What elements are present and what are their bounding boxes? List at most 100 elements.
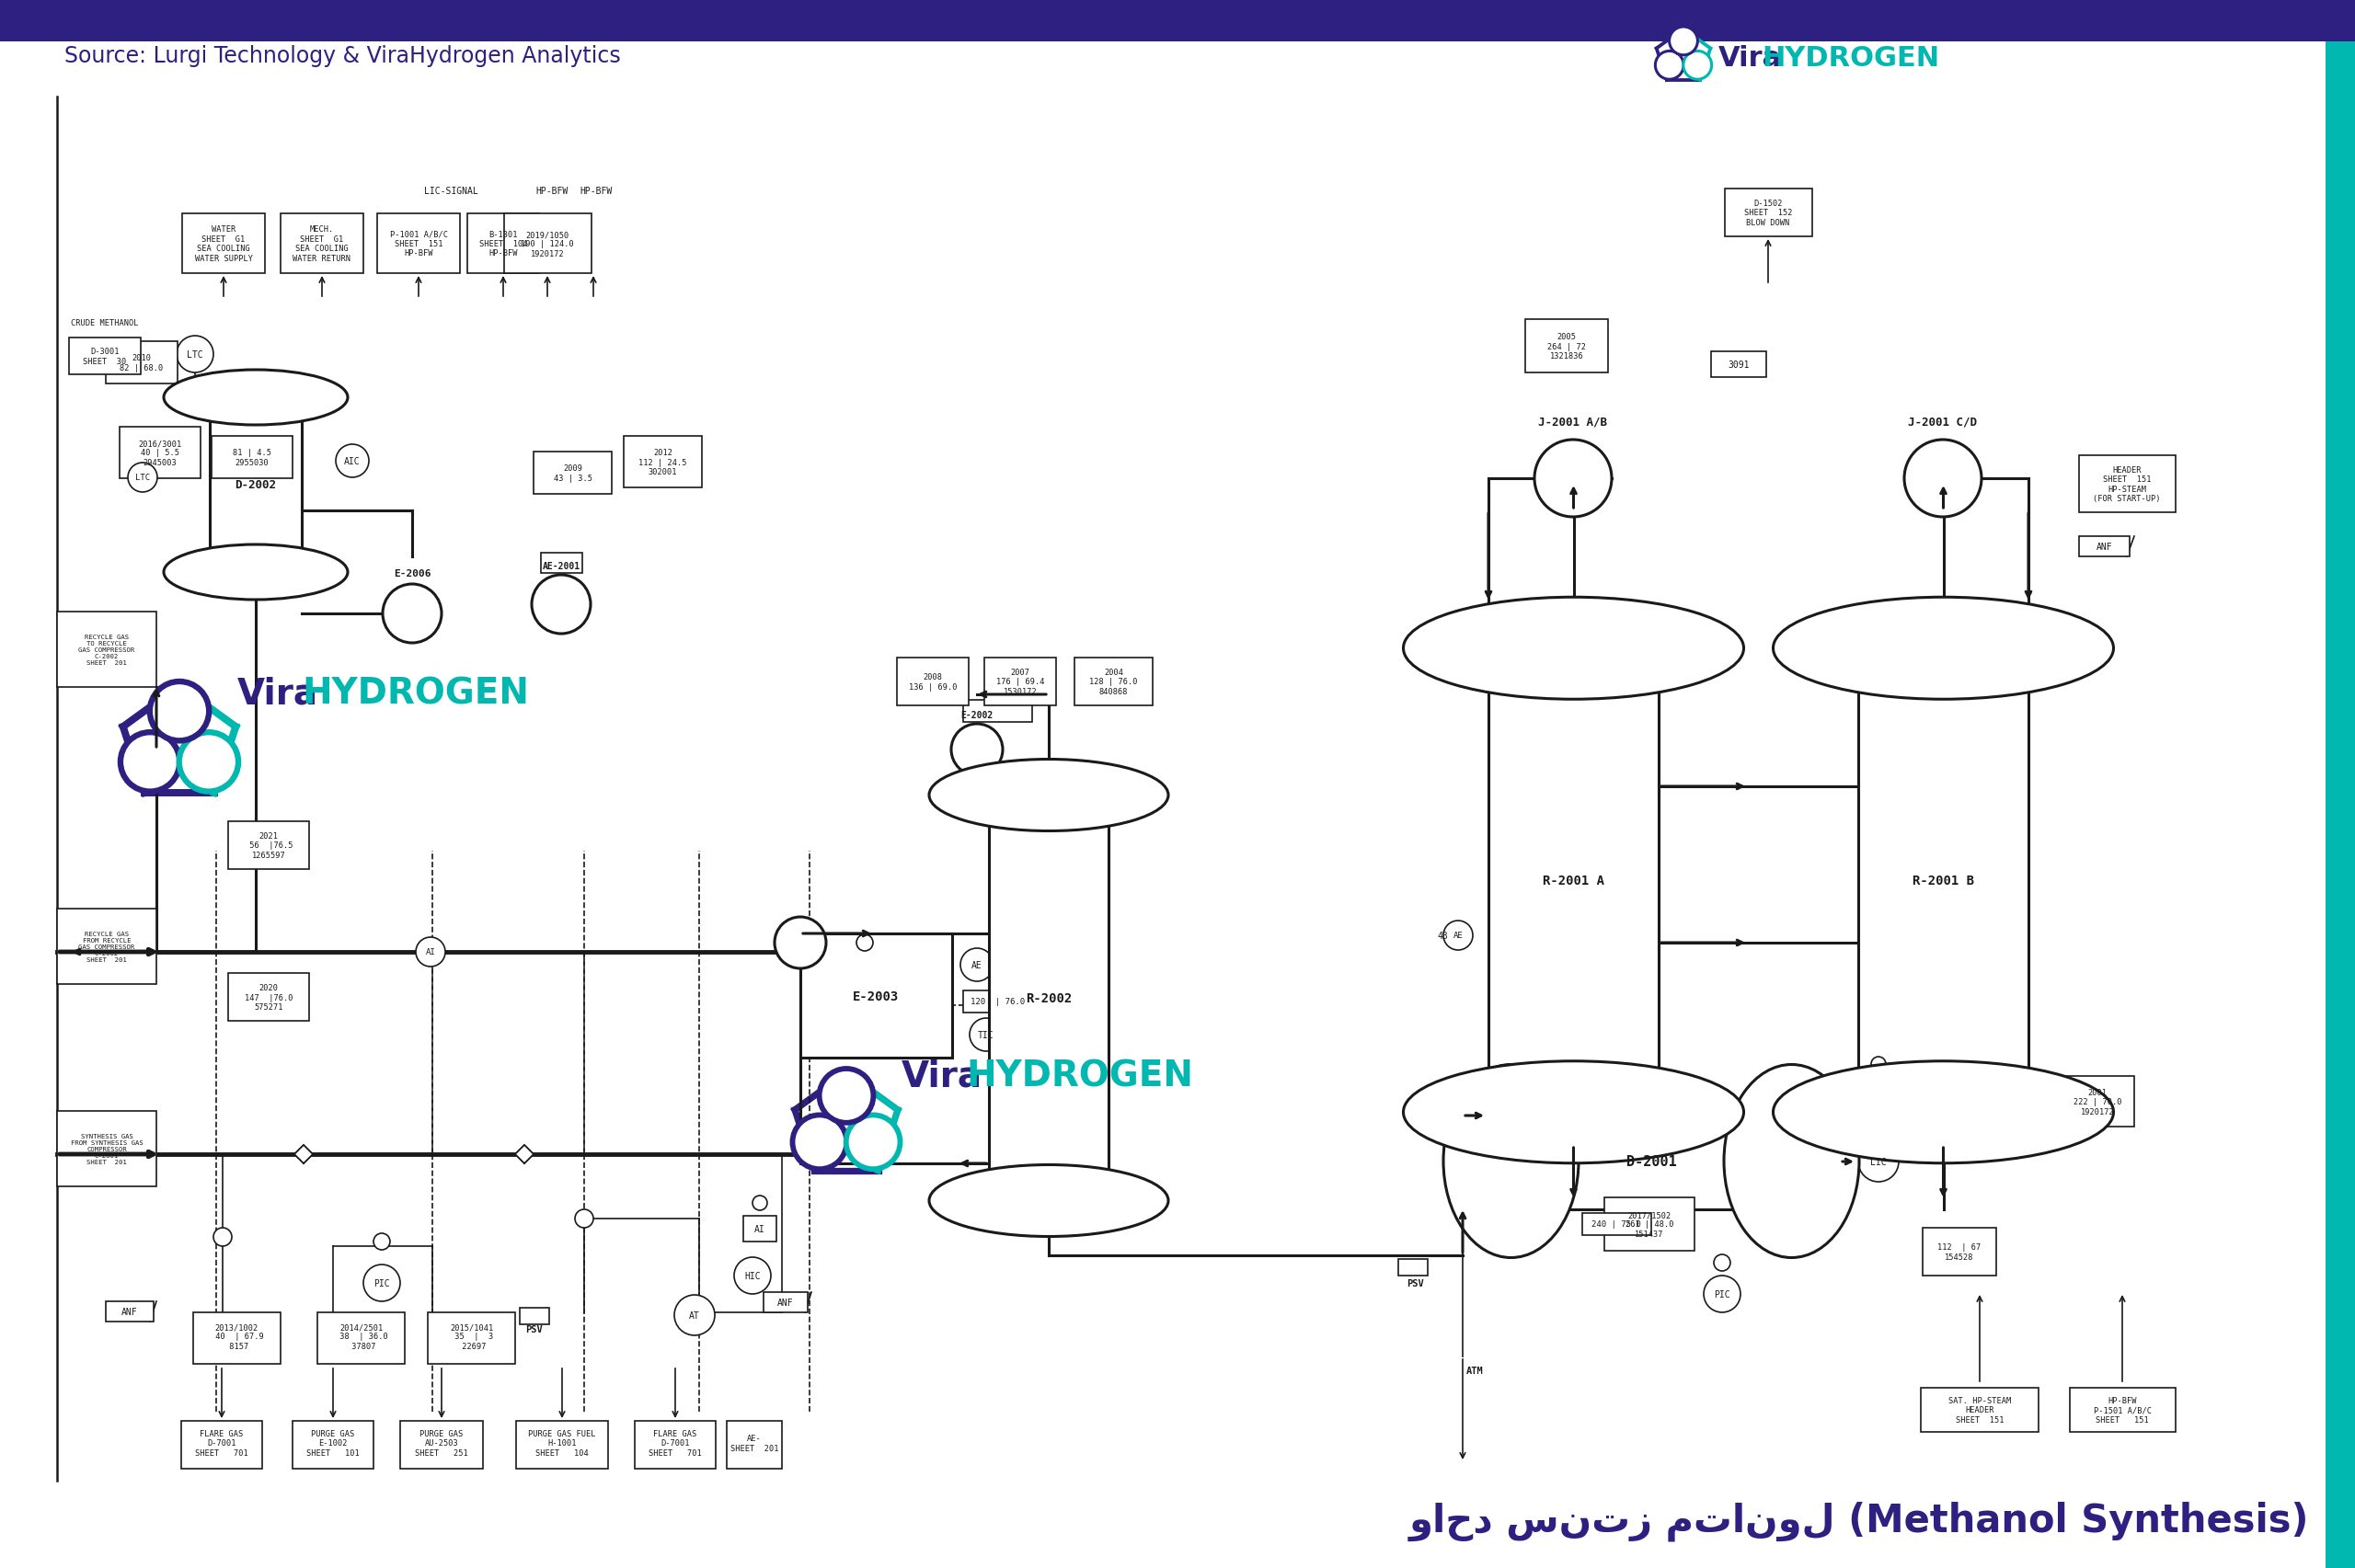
Text: J-2001 A/B: J-2001 A/B	[1538, 416, 1608, 428]
Text: AI: AI	[754, 1225, 765, 1234]
Bar	[400, 1421, 483, 1469]
Text: 3091: 3091	[1729, 361, 1750, 370]
Text: 81 | 4.5
2955030: 81 | 4.5 2955030	[233, 448, 271, 467]
Text: R-2001 A: R-2001 A	[1543, 873, 1604, 887]
Text: SAT. HP-STEAM
HEADER
SHEET  151: SAT. HP-STEAM HEADER SHEET 151	[1948, 1396, 2011, 1424]
Text: 120  | 76.0: 120 | 76.0	[970, 997, 1024, 1007]
Text: 2013/1002
 40  | 67.9
 8157: 2013/1002 40 | 67.9 8157	[210, 1323, 264, 1350]
Ellipse shape	[337, 445, 370, 478]
Bar	[2079, 456, 2176, 513]
Bar	[280, 215, 363, 274]
Text: CRUDE METHANOL: CRUDE METHANOL	[71, 318, 139, 326]
Text: 2012
112 | 24.5
302001: 2012 112 | 24.5 302001	[638, 448, 688, 477]
Ellipse shape	[151, 682, 210, 742]
Ellipse shape	[417, 938, 445, 967]
Ellipse shape	[930, 759, 1168, 831]
Bar	[801, 935, 951, 1058]
Bar	[228, 822, 309, 870]
Bar	[1488, 649, 1658, 1112]
Bar	[1512, 1113, 1792, 1209]
Ellipse shape	[214, 1228, 231, 1247]
Text: HP-BFW: HP-BFW	[579, 187, 612, 196]
Bar	[57, 909, 155, 985]
Text: 2007
176 | 69.4
1530172: 2007 176 | 69.4 1530172	[996, 668, 1043, 696]
Bar	[2327, 0, 2355, 1568]
Text: 2008
136 | 69.0: 2008 136 | 69.0	[909, 673, 956, 691]
Text: PIC: PIC	[374, 1278, 391, 1287]
Text: ANF: ANF	[122, 1308, 139, 1316]
Ellipse shape	[754, 1196, 768, 1210]
Bar	[292, 1421, 374, 1469]
Text: D-3001
SHEET  30: D-3001 SHEET 30	[82, 348, 127, 365]
Text: Vira: Vira	[902, 1058, 982, 1094]
Text: HYDROGEN: HYDROGEN	[966, 1058, 1194, 1094]
Ellipse shape	[363, 1265, 400, 1301]
Text: E-2003: E-2003	[853, 989, 900, 1002]
Bar	[504, 215, 591, 274]
Text: ANF: ANF	[777, 1298, 794, 1308]
Text: FLARE GAS
D-7001
SHEET   701: FLARE GAS D-7001 SHEET 701	[648, 1430, 702, 1457]
Ellipse shape	[382, 585, 443, 643]
Bar	[1399, 1259, 1427, 1276]
Text: MECH.
SHEET  G1
SEA COOLING
WATER RETURN: MECH. SHEET G1 SEA COOLING WATER RETURN	[292, 226, 351, 262]
Bar	[120, 428, 200, 478]
Text: 2010
82 | 68.0: 2010 82 | 68.0	[120, 354, 162, 372]
Ellipse shape	[1703, 1276, 1740, 1312]
Text: 2004
128 | 76.0
840868: 2004 128 | 76.0 840868	[1090, 668, 1137, 696]
Ellipse shape	[127, 463, 158, 492]
Text: 2009
43 | 3.5: 2009 43 | 3.5	[553, 464, 591, 483]
Bar	[1604, 1198, 1696, 1251]
Ellipse shape	[951, 724, 1003, 776]
Bar	[728, 1421, 782, 1469]
Bar	[1724, 190, 1813, 237]
Text: AE: AE	[1453, 931, 1462, 939]
Text: Vira: Vira	[1719, 44, 1783, 71]
Text: HYDROGEN: HYDROGEN	[301, 676, 530, 710]
Bar	[542, 554, 582, 574]
Ellipse shape	[1535, 441, 1611, 517]
Ellipse shape	[1858, 1142, 1898, 1182]
Text: AIC: AIC	[344, 456, 360, 466]
Text: 112  | 67
154528: 112 | 67 154528	[1938, 1243, 1981, 1261]
Bar	[1922, 1388, 2039, 1432]
Text: ATM: ATM	[1467, 1366, 1484, 1375]
Text: SYNTHESIS GAS
FROM SYNTHESIS GAS
COMPRESSOR
C-2001
SHEET  201: SYNTHESIS GAS FROM SYNTHESIS GAS COMPRES…	[71, 1134, 144, 1165]
Text: ANF: ANF	[2096, 543, 2112, 552]
Text: P-1001 A/B/C
SHEET  151
HP-BFW: P-1001 A/B/C SHEET 151 HP-BFW	[389, 230, 447, 257]
Bar	[2070, 1388, 2176, 1432]
Text: J-2001 C/D: J-2001 C/D	[1908, 416, 1978, 428]
Ellipse shape	[857, 935, 874, 952]
Text: D-1502
SHEET  152
BLOW DOWN: D-1502 SHEET 152 BLOW DOWN	[1745, 199, 1792, 227]
Text: PIC: PIC	[1714, 1289, 1731, 1298]
Text: RECYCLE GAS
FROM RECYCLE
GAS COMPRESSOR
C-2002
SHEET  201: RECYCLE GAS FROM RECYCLE GAS COMPRESSOR …	[78, 931, 134, 963]
Bar	[984, 659, 1055, 706]
Ellipse shape	[1404, 597, 1743, 699]
Ellipse shape	[1724, 1065, 1858, 1258]
Bar	[377, 215, 459, 274]
Text: PSV: PSV	[525, 1325, 542, 1334]
Bar	[106, 342, 177, 384]
Text: E-2006: E-2006	[393, 569, 431, 579]
Ellipse shape	[845, 1115, 900, 1170]
Bar	[897, 659, 968, 706]
Text: 43: 43	[1437, 931, 1448, 941]
Bar	[2079, 536, 2129, 557]
Ellipse shape	[1872, 1057, 1886, 1071]
Text: PURGE GAS FUEL
H-1001
SHEET   104: PURGE GAS FUEL H-1001 SHEET 104	[528, 1430, 596, 1457]
Ellipse shape	[177, 337, 214, 373]
Text: 2019/1050
190 | 124.0
1920172: 2019/1050 190 | 124.0 1920172	[520, 230, 575, 259]
Bar	[181, 1421, 261, 1469]
Text: E-2002: E-2002	[961, 710, 994, 720]
Text: B-1301
SHEET  104
HP-BFW: B-1301 SHEET 104 HP-BFW	[478, 230, 528, 257]
Ellipse shape	[775, 917, 827, 969]
Text: 2014/2501
 38  | 36.0
 37807: 2014/2501 38 | 36.0 37807	[334, 1323, 389, 1350]
Text: AE-
SHEET  201: AE- SHEET 201	[730, 1435, 780, 1452]
Ellipse shape	[1656, 52, 1684, 80]
Ellipse shape	[1714, 1254, 1731, 1272]
Ellipse shape	[1404, 1062, 1743, 1163]
Ellipse shape	[179, 732, 238, 792]
Bar	[2061, 1076, 2134, 1127]
Text: PURGE GAS
E-1002
SHEET   101: PURGE GAS E-1002 SHEET 101	[306, 1430, 360, 1457]
Bar	[1858, 649, 2028, 1112]
Bar	[0, 0, 2355, 42]
